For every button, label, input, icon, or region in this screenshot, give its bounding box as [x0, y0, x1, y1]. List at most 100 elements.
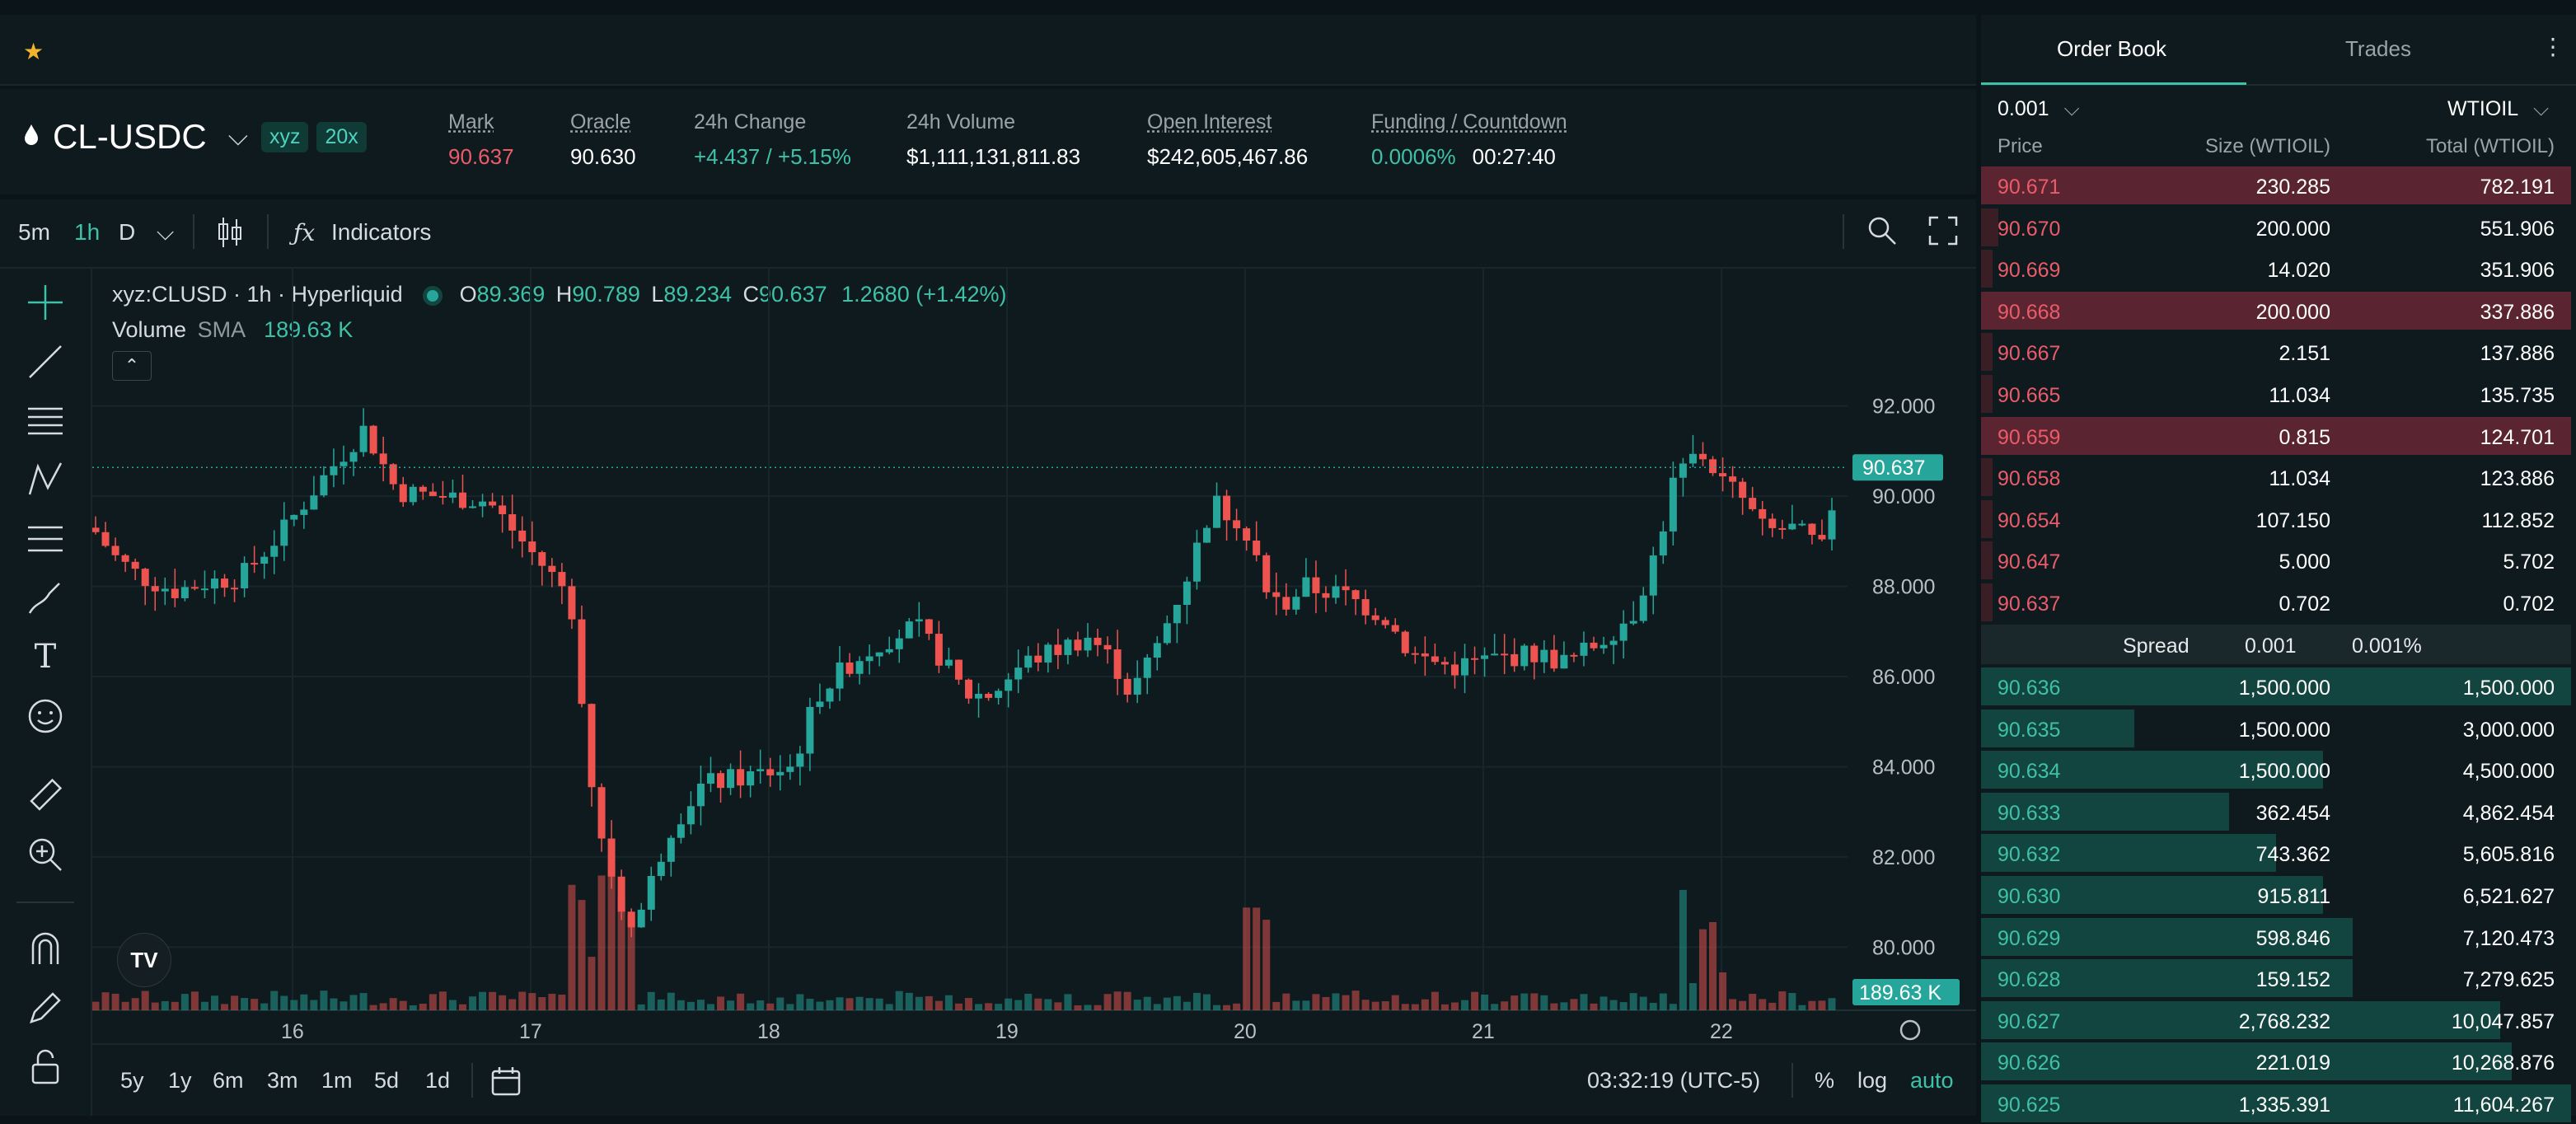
candle-body: [1005, 679, 1013, 691]
total-cell: 551.906: [2480, 217, 2555, 241]
bid-depth-bar: [1981, 1000, 2500, 1039]
range-3m[interactable]: 3m: [267, 1068, 298, 1093]
percent-toggle[interactable]: %: [1815, 1068, 1835, 1093]
timezone-clock[interactable]: 03:32:19 (UTC-5): [1587, 1068, 1761, 1093]
leverage-badge[interactable]: 20x: [316, 121, 367, 152]
range-5y[interactable]: 5y: [120, 1068, 144, 1093]
brush-icon[interactable]: [25, 577, 66, 618]
candle-body: [1173, 604, 1181, 624]
horizontal-lines-icon[interactable]: [25, 399, 66, 440]
tab-trades[interactable]: Trades: [2345, 36, 2411, 61]
volume-bar: [1332, 993, 1340, 1010]
volume-bar: [796, 994, 804, 1010]
volume-bar: [737, 993, 745, 1010]
range-1d[interactable]: 1d: [425, 1068, 451, 1093]
symbol-selector[interactable]: CL-USDC ⌵ xyz 20x: [23, 117, 367, 157]
magnet-icon[interactable]: [25, 928, 66, 969]
volume-bar: [251, 999, 259, 1010]
range-5d[interactable]: 5d: [374, 1068, 400, 1093]
trend-line-icon[interactable]: [25, 341, 66, 382]
volume-bar: [1759, 999, 1767, 1010]
size-cell: 743.362: [2255, 843, 2330, 867]
zoom-in-icon[interactable]: [25, 834, 66, 875]
more-vertical-icon[interactable]: ⋮: [2541, 34, 2564, 59]
interval-d[interactable]: D: [119, 219, 136, 245]
candle-body: [975, 694, 983, 699]
interval-1h[interactable]: 1h: [74, 219, 101, 245]
ruler-icon[interactable]: [25, 775, 66, 816]
ask-row[interactable]: 90.654 107.150 112.852: [1981, 499, 2571, 540]
candle-body: [677, 824, 685, 838]
candle-body: [1440, 662, 1449, 665]
size-cell: 362.454: [2255, 801, 2330, 825]
text-icon[interactable]: T: [34, 638, 57, 676]
bid-row[interactable]: 90.632 743.362 5,605.816: [1981, 832, 2571, 873]
star-icon[interactable]: ★: [23, 39, 44, 64]
candle-type-icon[interactable]: [216, 216, 244, 253]
volume-bar: [1788, 993, 1796, 1010]
tick-size-select[interactable]: 0.001 ⌵: [1998, 97, 2080, 120]
emoji-icon[interactable]: [25, 695, 66, 737]
range-1y[interactable]: 1y: [168, 1068, 192, 1093]
fullscreen-icon[interactable]: [1928, 216, 1958, 250]
function-icon[interactable]: ƒx: [293, 219, 316, 246]
ask-row[interactable]: 90.668 200.000 337.886: [1981, 290, 2571, 331]
candle-body: [796, 753, 804, 767]
zoom-search-icon[interactable]: [1866, 214, 1899, 251]
bid-row[interactable]: 90.629 598.846 7,120.473: [1981, 916, 2571, 958]
unit-select[interactable]: WTIOIL ⌵: [2447, 97, 2550, 120]
bid-row[interactable]: 90.628 159.152 7,279.625: [1981, 958, 2571, 999]
volume-bar: [438, 991, 447, 1010]
bid-row[interactable]: 90.636 1,500.000 1,500.000: [1981, 666, 2571, 707]
tradingview-logo-icon[interactable]: TV: [117, 933, 171, 987]
candle-body: [1619, 623, 1628, 641]
indicators-button[interactable]: Indicators: [331, 219, 432, 245]
volume-bar: [1173, 995, 1181, 1010]
fib-icon[interactable]: [25, 518, 66, 559]
bid-row[interactable]: 90.630 915.811 6,521.627: [1981, 874, 2571, 916]
bid-row[interactable]: 90.634 1,500.000 4,500.000: [1981, 749, 2571, 790]
ask-row[interactable]: 90.658 11.034 123.886: [1981, 457, 2571, 498]
crosshair-icon[interactable]: [25, 282, 66, 323]
volume-bar: [448, 1000, 457, 1010]
ask-row[interactable]: 90.671 230.285 782.191: [1981, 165, 2571, 206]
bid-row[interactable]: 90.626 221.019 10,268.876: [1981, 1041, 2571, 1082]
ask-row[interactable]: 90.665 11.034 135.735: [1981, 373, 2571, 414]
pencil-lock-icon[interactable]: [25, 987, 66, 1028]
pattern-icon[interactable]: [25, 458, 66, 499]
calendar-icon[interactable]: [489, 1065, 522, 1102]
stat-24h-volume: 24h Volume $1,111,131,811.83: [906, 110, 1081, 169]
interval-5m[interactable]: 5m: [18, 219, 50, 245]
chevron-down-icon[interactable]: ⌵: [227, 121, 248, 151]
volume-bar: [885, 1004, 893, 1010]
log-toggle[interactable]: log: [1857, 1068, 1888, 1093]
tab-order-book[interactable]: Order Book: [2057, 36, 2166, 61]
candlestick-chart[interactable]: 92.000 90.000 88.000 86.000 84.000 82.000 80.0…: [92, 269, 1976, 1043]
candle-body: [875, 652, 883, 657]
volume-bar: [330, 998, 338, 1010]
volume-bar: [1302, 1000, 1310, 1010]
lock-icon[interactable]: [25, 1047, 66, 1088]
candle-body: [1450, 664, 1459, 676]
drawing-toolbar: T: [0, 269, 92, 1116]
range-1m[interactable]: 1m: [321, 1068, 353, 1093]
ask-row[interactable]: 90.659 0.815 124.701: [1981, 415, 2571, 457]
collapse-legend-button[interactable]: ⌃: [112, 351, 152, 381]
ask-row[interactable]: 90.667 2.151 137.886: [1981, 331, 2571, 372]
range-6m[interactable]: 6m: [213, 1068, 244, 1093]
total-cell: 6,521.627: [2462, 885, 2555, 908]
bid-row[interactable]: 90.627 2,768.232 10,047.857: [1981, 1000, 2571, 1041]
volume-bar: [747, 1003, 755, 1010]
bid-row[interactable]: 90.625 1,335.391 11,604.267: [1981, 1083, 2571, 1124]
chevron-down-icon[interactable]: ⌵: [157, 219, 175, 245]
ask-row[interactable]: 90.670 200.000 551.906: [1981, 207, 2571, 248]
x-tick-label: 22: [1710, 1020, 1733, 1043]
auto-toggle[interactable]: auto: [1910, 1068, 1954, 1093]
ask-row[interactable]: 90.669 14.020 351.906: [1981, 248, 2571, 289]
bid-row[interactable]: 90.633 362.454 4,862.454: [1981, 791, 2571, 832]
volume-bar: [1243, 907, 1251, 1010]
bid-row[interactable]: 90.635 1,500.000 3,000.000: [1981, 708, 2571, 749]
volume-bar: [1213, 1005, 1221, 1010]
ask-row[interactable]: 90.647 5.000 5.702: [1981, 540, 2571, 581]
ask-row[interactable]: 90.637 0.702 0.702: [1981, 582, 2571, 623]
